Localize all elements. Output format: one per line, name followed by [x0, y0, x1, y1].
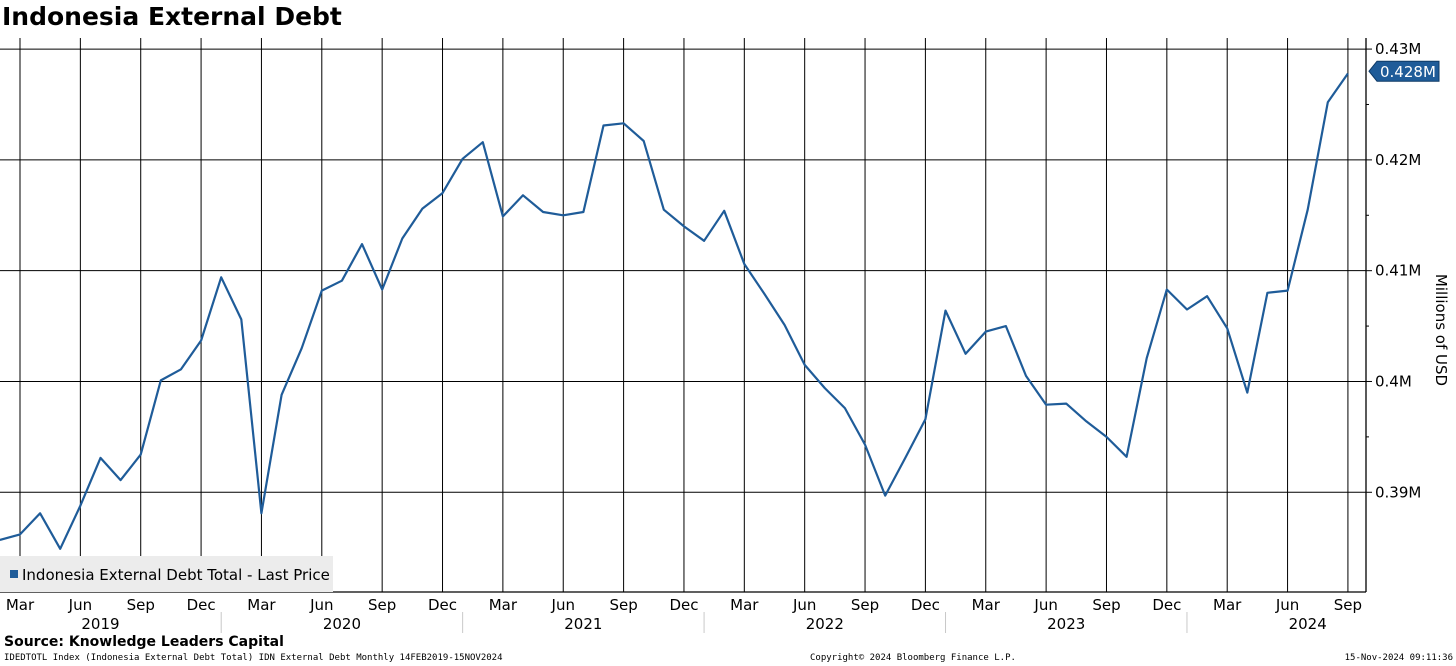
y-tick-label: 0.41M — [1375, 262, 1421, 280]
footer-timestamp: 15-Nov-2024 09:11:36 — [1344, 653, 1453, 663]
legend-entry: Indonesia External Debt Total - Last Pri… — [22, 566, 330, 584]
x-tick-label: Sep — [609, 596, 637, 614]
source-note: Source: Knowledge Leaders Capital — [4, 634, 284, 650]
y-axis-title: Millions of USD — [1432, 274, 1450, 386]
x-year-label: 2021 — [564, 615, 602, 633]
x-year-label: 2022 — [806, 615, 844, 633]
x-year-label: 2024 — [1289, 615, 1327, 633]
x-year-label: 2019 — [81, 615, 119, 633]
x-tick-label: Sep — [1334, 596, 1362, 614]
x-tick-label: Mar — [489, 596, 518, 614]
x-tick-label: Mar — [6, 596, 35, 614]
x-tick-label: Dec — [911, 596, 940, 614]
footer-series-info: IDEDTOTL Index (Indonesia External Debt … — [4, 653, 503, 663]
y-tick-label: 0.39M — [1375, 483, 1421, 501]
grid-lines — [0, 38, 1366, 592]
x-tick-label: Dec — [669, 596, 698, 614]
x-tick-label: Sep — [851, 596, 879, 614]
x-year-label: 2023 — [1047, 615, 1085, 633]
x-year-label: 2020 — [323, 615, 361, 633]
tick-labels: 0.39M 0.4M 0.41M 0.42M 0.43M Millions of USD M… — [6, 40, 1450, 633]
x-tick-label: Jun — [309, 596, 333, 614]
x-tick-label: Dec — [1152, 596, 1181, 614]
legend: Indonesia External Debt Total - Last Pri… — [0, 556, 333, 592]
x-tick-label: Jun — [551, 596, 575, 614]
last-value-label: 0.428M — [1380, 63, 1436, 81]
series-line — [0, 72, 1349, 550]
x-tick-label: Jun — [1275, 596, 1299, 614]
y-tick-label: 0.43M — [1375, 40, 1421, 58]
chart-title: Indonesia External Debt — [2, 2, 342, 31]
x-tick-label: Mar — [730, 596, 759, 614]
x-tick-label: Sep — [368, 596, 396, 614]
x-tick-label: Sep — [127, 596, 155, 614]
x-tick-label: Dec — [428, 596, 457, 614]
legend-swatch — [10, 570, 18, 578]
x-tick-label: Jun — [1033, 596, 1057, 614]
series-layer — [0, 72, 1349, 550]
last-value-badge — [1368, 60, 1440, 82]
footer-copyright: Copyright© 2024 Bloomberg Finance L.P. — [810, 653, 1016, 663]
legend-box — [0, 556, 333, 592]
x-tick-label: Jun — [792, 596, 816, 614]
y-tick-label: 0.4M — [1375, 372, 1412, 390]
x-tick-label: Mar — [972, 596, 1001, 614]
axes — [0, 38, 1372, 633]
x-tick-label: Mar — [247, 596, 276, 614]
x-tick-label: Mar — [1213, 596, 1242, 614]
y-tick-label: 0.42M — [1375, 151, 1421, 169]
x-tick-label: Jun — [68, 596, 92, 614]
x-tick-label: Dec — [187, 596, 216, 614]
x-tick-label: Sep — [1092, 596, 1120, 614]
